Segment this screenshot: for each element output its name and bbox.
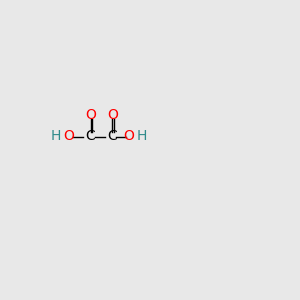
- Text: O: O: [64, 130, 74, 143]
- Text: C: C: [107, 130, 117, 143]
- Text: O: O: [107, 108, 118, 122]
- Text: H: H: [137, 130, 147, 143]
- Text: C: C: [86, 130, 95, 143]
- Text: O: O: [85, 108, 96, 122]
- Text: H: H: [50, 130, 61, 143]
- Text: O: O: [123, 130, 134, 143]
